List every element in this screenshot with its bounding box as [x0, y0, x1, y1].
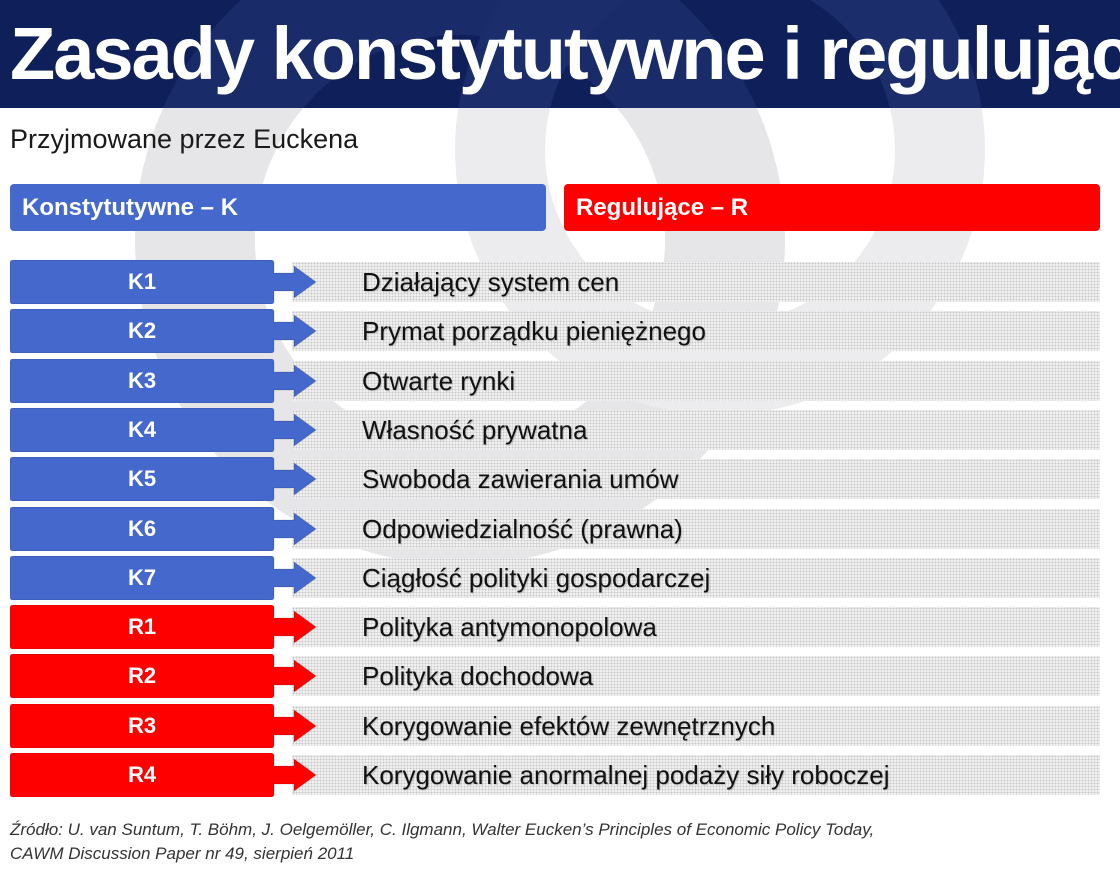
row-label: Otwarte rynki — [362, 365, 516, 396]
row-code: K5 — [127, 466, 157, 492]
row-code: K3 — [127, 367, 157, 393]
source-line-2: CAWM Discussion Paper nr 49, sierpień 20… — [10, 844, 355, 863]
row-code: R1 — [127, 614, 157, 640]
row-label: Odpowiedzialność (prawna) — [362, 513, 683, 544]
principle-row: K1 Działający system cen — [0, 260, 1100, 304]
arrow-shape — [10, 703, 317, 748]
principle-row: R4 Korygowanie anormalnej podaży siły ro… — [0, 753, 1100, 797]
row-code: K2 — [127, 318, 157, 344]
row-label: Własność prywatna — [362, 414, 588, 445]
title-banner: Zasady konstytutywne i regulujące — [0, 0, 1120, 108]
row-band — [292, 607, 1100, 648]
source-line-1: Źródło: U. van Suntum, T. Böhm, J. Oelge… — [10, 820, 875, 839]
arrow-shape — [10, 654, 317, 699]
row-band — [292, 557, 1100, 598]
principle-row: R3 Korygowanie efektów zewnętrznych — [0, 703, 1100, 748]
principle-row: R2 Polityka dochodowa — [0, 654, 1100, 699]
row-label: Działający system cen — [362, 267, 620, 297]
row-label: Korygowanie anormalnej podaży siły roboc… — [362, 760, 890, 790]
arrow-shape — [10, 753, 317, 797]
row-label: Ciągłość polityki gospodarczej — [362, 562, 711, 593]
legend-regulative: Regulujące – R — [564, 184, 1100, 231]
source-note: Źródło: U. van Suntum, T. Böhm, J. Oelge… — [10, 818, 874, 866]
principle-row: K2 Prymat porządku pieniężnego — [0, 309, 1100, 354]
row-code: R3 — [127, 712, 157, 738]
row-code: R2 — [127, 663, 157, 689]
principle-row: K4 Własność prywatna — [0, 407, 1100, 452]
principle-row: K7 Ciągłość polityki gospodarczej — [0, 555, 1100, 600]
principle-row: R1 Polityka antymonopolowa — [0, 605, 1100, 650]
row-band — [292, 755, 1100, 795]
row-band — [292, 656, 1100, 697]
row-code: K6 — [127, 515, 157, 541]
principle-row: K3 Otwarte rynki — [0, 358, 1100, 403]
legend-constitutive: Konstytutywne – K — [10, 184, 546, 231]
row-label: Swoboda zawierania umów — [362, 464, 679, 495]
arrow-shape — [10, 605, 317, 650]
principle-row: K5 Swoboda zawierania umów — [0, 457, 1100, 502]
row-band — [292, 705, 1100, 746]
row-label: Korygowanie efektów zewnętrznych — [362, 710, 776, 741]
row-code: K1 — [127, 269, 157, 294]
subtitle: Przyjmowane przez Euckena — [10, 124, 359, 154]
row-label: Polityka dochodowa — [362, 661, 594, 692]
row-code: K7 — [127, 564, 157, 590]
principle-row: K6 Odpowiedzialność (prawna) — [0, 506, 1100, 551]
row-code: R4 — [127, 762, 157, 787]
row-code: K4 — [127, 416, 157, 442]
row-label: Polityka antymonopolowa — [362, 612, 657, 643]
row-label: Prymat porządku pieniężnego — [362, 316, 706, 347]
page-title: Zasady konstytutywne i regulujące — [10, 12, 1120, 95]
